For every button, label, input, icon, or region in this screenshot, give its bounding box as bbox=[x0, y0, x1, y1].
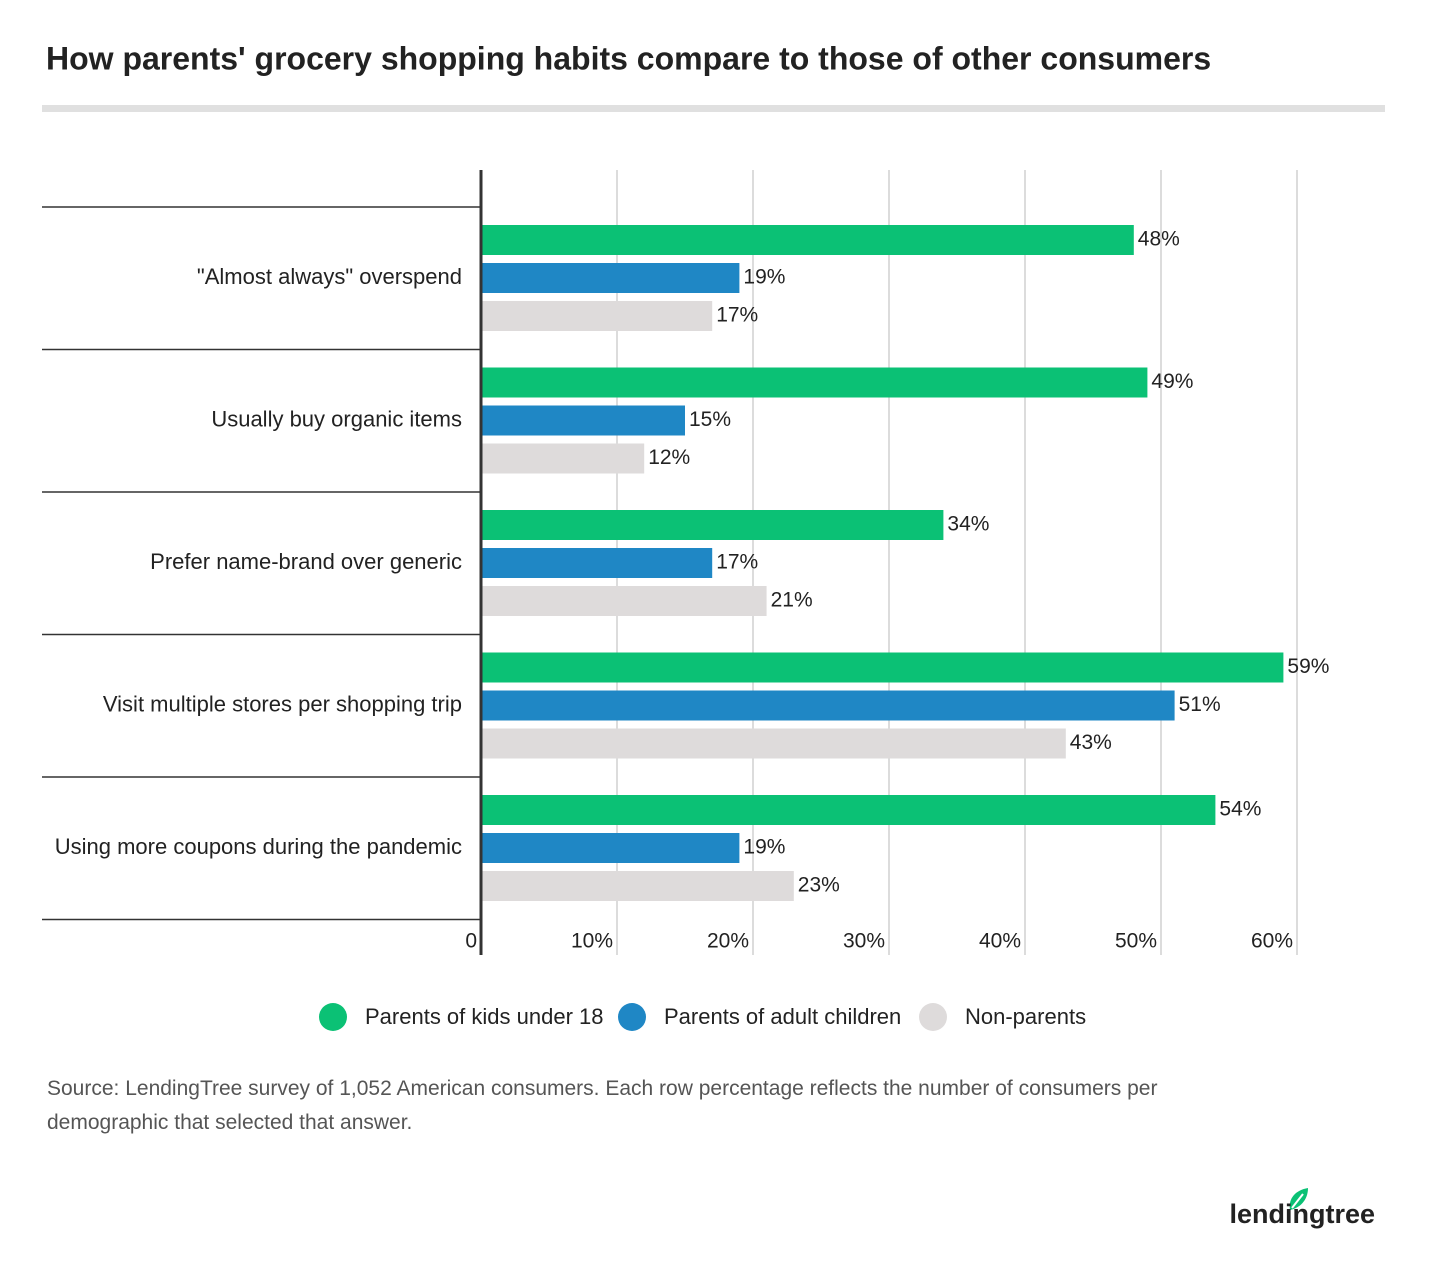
brand-logo: lendingtree bbox=[1229, 1199, 1375, 1229]
category-label: Prefer name-brand over generic bbox=[150, 549, 462, 574]
bar bbox=[481, 443, 645, 474]
bar bbox=[481, 367, 1148, 398]
value-label: 19% bbox=[743, 266, 785, 289]
x-tick-label: 10% bbox=[571, 930, 613, 953]
bar bbox=[481, 833, 740, 863]
value-label: 51% bbox=[1179, 693, 1221, 716]
value-label: 48% bbox=[1138, 228, 1180, 251]
value-label: 23% bbox=[798, 874, 840, 897]
value-label: 59% bbox=[1287, 655, 1329, 678]
bar bbox=[481, 225, 1134, 255]
legend-swatch bbox=[618, 1003, 646, 1031]
value-label: 21% bbox=[771, 589, 813, 612]
legend-label: Parents of adult children bbox=[664, 1004, 901, 1029]
x-tick-label: 20% bbox=[707, 930, 749, 953]
legend-swatch bbox=[319, 1003, 347, 1031]
source-note: Source: LendingTree survey of 1,052 Amer… bbox=[47, 1077, 1158, 1134]
title-rule bbox=[42, 105, 1385, 112]
bar bbox=[481, 510, 944, 540]
value-label: 17% bbox=[716, 551, 758, 574]
chart-title: How parents' grocery shopping habits com… bbox=[46, 40, 1211, 76]
value-label: 12% bbox=[648, 446, 690, 469]
value-label: 19% bbox=[743, 836, 785, 859]
legend-label: Parents of kids under 18 bbox=[365, 1004, 603, 1029]
bar bbox=[481, 728, 1066, 759]
bar bbox=[481, 652, 1284, 683]
value-label: 15% bbox=[689, 408, 731, 431]
value-label: 34% bbox=[947, 513, 989, 536]
bar bbox=[481, 301, 713, 331]
category-label: Usually buy organic items bbox=[211, 407, 462, 432]
x-tick-label: 0 bbox=[465, 930, 477, 953]
category-label: Visit multiple stores per shopping trip bbox=[103, 692, 462, 717]
bar bbox=[481, 405, 685, 436]
legend-swatch bbox=[919, 1003, 947, 1031]
bar bbox=[481, 871, 794, 901]
x-tick-label: 50% bbox=[1115, 930, 1157, 953]
leaf-vein bbox=[1291, 1193, 1304, 1209]
value-label: 54% bbox=[1219, 798, 1261, 821]
bar bbox=[481, 263, 740, 293]
bar bbox=[481, 795, 1216, 825]
brand-leaf bbox=[1289, 1188, 1308, 1210]
value-label: 17% bbox=[716, 304, 758, 327]
x-tick-label: 60% bbox=[1251, 930, 1293, 953]
x-tick-label: 30% bbox=[843, 930, 885, 953]
category-label: Using more coupons during the pandemic bbox=[55, 834, 462, 859]
bar bbox=[481, 548, 713, 578]
category-label: "Almost always" overspend bbox=[197, 264, 462, 289]
legend-label: Non-parents bbox=[965, 1004, 1086, 1029]
bar bbox=[481, 586, 767, 616]
value-label: 49% bbox=[1151, 370, 1193, 393]
value-label: 43% bbox=[1070, 731, 1112, 754]
bar bbox=[481, 690, 1175, 721]
x-tick-label: 40% bbox=[979, 930, 1021, 953]
